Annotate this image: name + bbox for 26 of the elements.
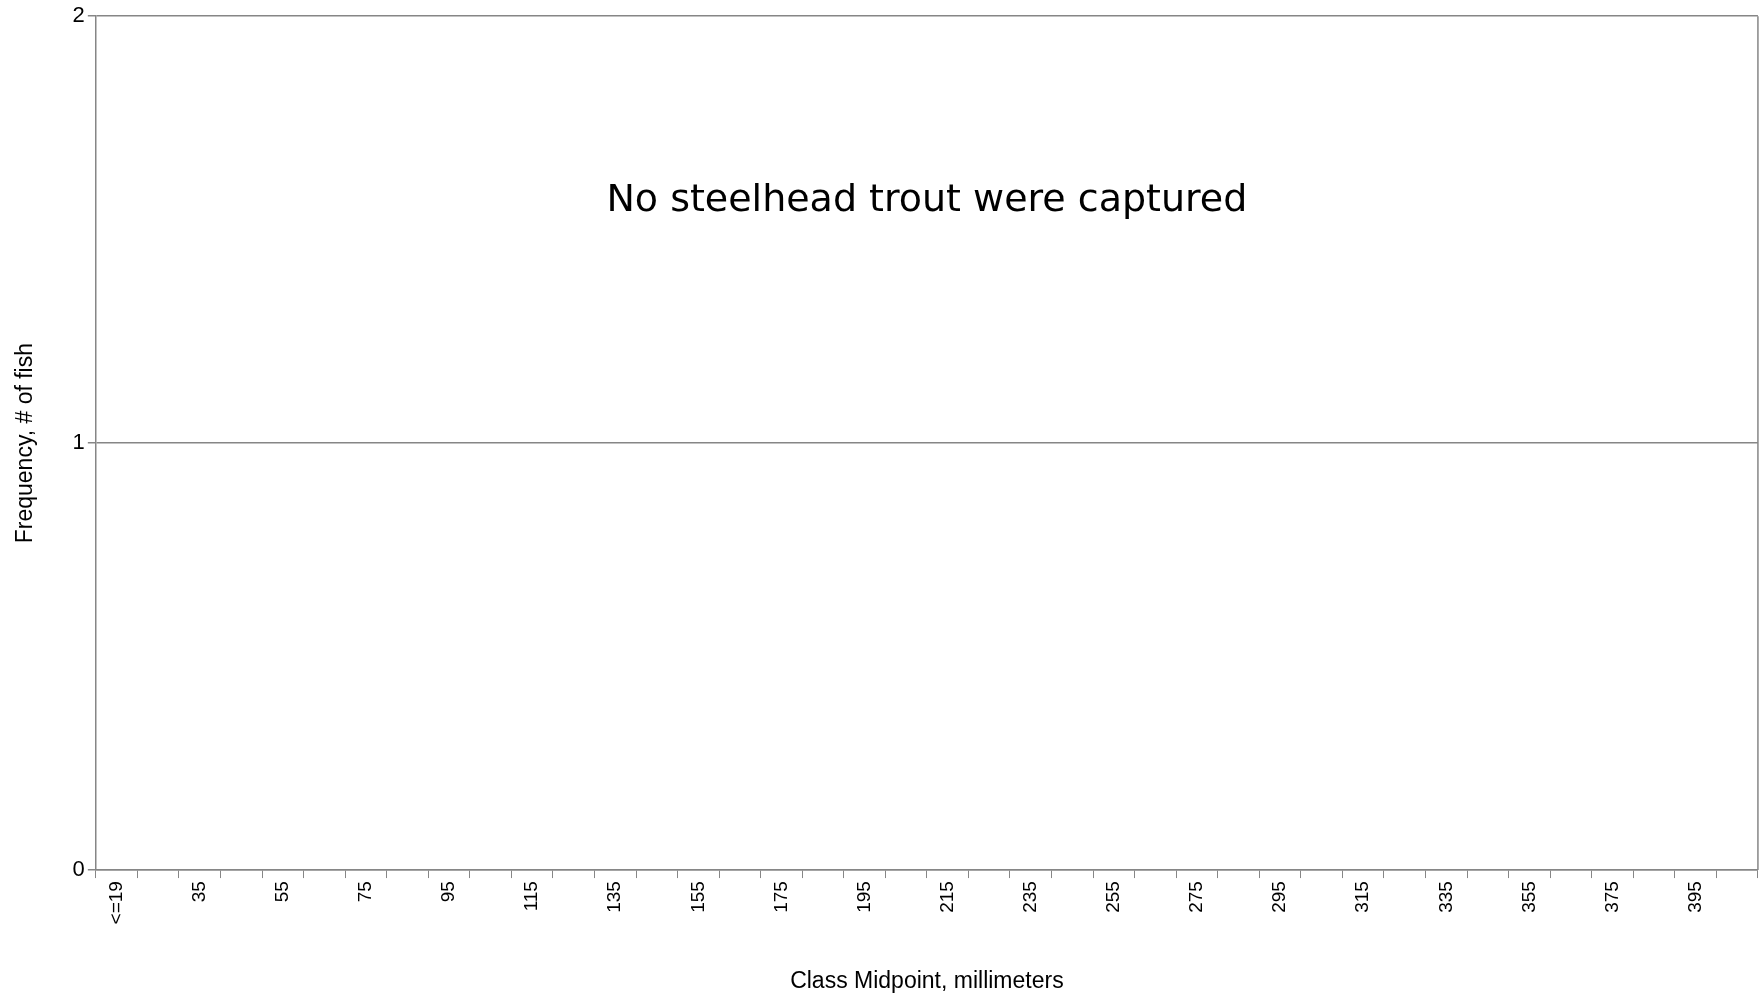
x-tick-label: 75	[354, 881, 376, 903]
x-tick-label: 335	[1434, 881, 1456, 913]
x-tick-label: 375	[1600, 881, 1622, 913]
x-tick-label: 275	[1185, 881, 1207, 913]
x-tick-label: 155	[686, 881, 708, 913]
y-tick-label: 0	[72, 856, 85, 882]
x-axis-title: Class Midpoint, millimeters	[790, 966, 1064, 993]
annotation: No steelhead trout were captured	[606, 176, 1248, 221]
x-tick-label: 355	[1517, 881, 1539, 913]
x-tick-label: 215	[935, 881, 957, 913]
x-tick-label: 175	[769, 881, 791, 913]
x-tick-label: 115	[520, 881, 542, 912]
y-tick-label: 1	[72, 429, 85, 455]
x-tick-label: 395	[1683, 881, 1705, 913]
y-axis-title: Frequency, # of fish	[11, 342, 38, 544]
x-tick-label: 35	[187, 881, 209, 903]
x-tick-label: 55	[271, 881, 293, 903]
x-tick-label: 235	[1019, 881, 1040, 913]
x-tick-label: 135	[603, 881, 625, 913]
x-tick-label: 95	[437, 881, 459, 903]
x-tick-label: <=19	[104, 881, 126, 925]
x-tick-label: 255	[1102, 881, 1124, 913]
x-tick-label: 295	[1268, 881, 1290, 913]
y-tick-label: 2	[72, 2, 85, 28]
x-tick-label: 195	[852, 881, 874, 913]
x-tick-label: 315	[1351, 881, 1373, 913]
